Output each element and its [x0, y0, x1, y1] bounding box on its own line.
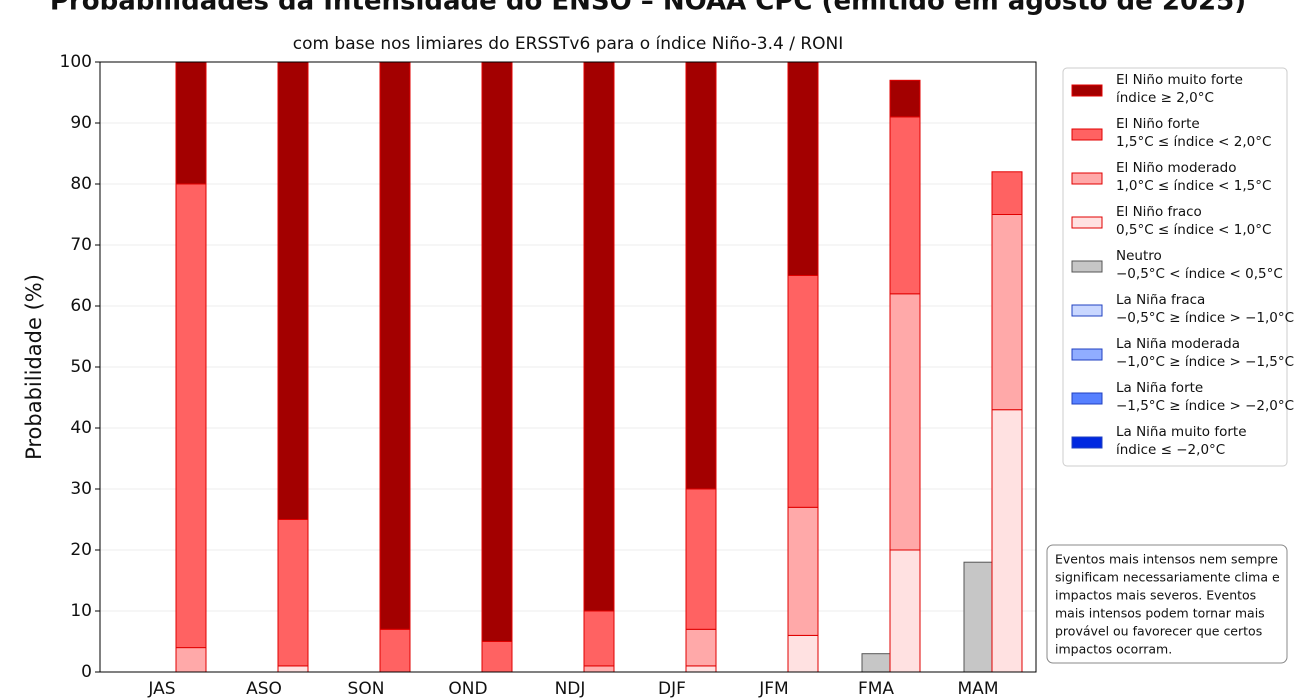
legend-condition: 1,0°C ≤ índice < 1,5°C [1116, 178, 1271, 194]
bar-segment [991, 409, 1023, 673]
y-tick-label: 40 [70, 418, 92, 438]
bar-segment [175, 647, 207, 673]
x-tick-label: DJF [658, 679, 686, 699]
note-box [1046, 544, 1288, 664]
bar-segment [685, 628, 717, 667]
legend-swatch [1071, 216, 1103, 229]
y-tick-label: 90 [70, 113, 92, 133]
bar-segment [685, 61, 717, 490]
note-line: Eventos mais intensos nem sempre [1055, 552, 1278, 567]
bar-segment [685, 488, 717, 630]
legend-label: El Niño forte [1116, 116, 1200, 132]
bar-segment [175, 183, 207, 649]
x-tick-label: NDJ [555, 679, 586, 699]
bar-segment [963, 561, 995, 673]
bar-segment [889, 116, 921, 295]
legend-condition: 1,5°C ≤ índice < 2,0°C [1116, 134, 1271, 150]
legend-swatch [1071, 392, 1103, 405]
legend-label: El Niño fraco [1116, 204, 1202, 220]
note-line: mais intensos podem tornar mais [1055, 606, 1265, 621]
legend-condition: −1,0°C ≥ índice > −1,5°C [1116, 354, 1294, 370]
legend-condition: −0,5°C ≥ índice > −1,0°C [1116, 310, 1294, 326]
x-tick-label: SON [348, 679, 385, 699]
legend-condition: índice ≤ −2,0°C [1116, 442, 1225, 458]
x-tick-label: JAS [147, 679, 175, 699]
legend-condition: 0,5°C ≤ índice < 1,0°C [1116, 222, 1271, 238]
legend-swatch [1071, 128, 1103, 141]
legend-label: La Niña muito forte [1116, 424, 1247, 440]
legend-condition: índice ≥ 2,0°C [1116, 90, 1214, 106]
bar-segment [379, 628, 411, 673]
bar-segment [685, 665, 717, 673]
legend-swatch [1071, 348, 1103, 361]
y-tick-label: 60 [70, 296, 92, 316]
note-line: provável ou favorecer que certos [1055, 624, 1262, 639]
x-tick-label: JFM [758, 679, 788, 699]
bar-segment [481, 61, 513, 642]
y-tick-label: 50 [70, 357, 92, 377]
bar-segment [583, 610, 615, 667]
legend-label: El Niño muito forte [1116, 72, 1243, 88]
y-tick-label: 70 [70, 235, 92, 255]
legend-swatch [1071, 436, 1103, 449]
legend-condition: −0,5°C < índice < 0,5°C [1116, 266, 1283, 282]
bar-segment [481, 641, 513, 673]
y-tick-label: 100 [60, 52, 92, 72]
y-tick-label: 20 [70, 540, 92, 560]
legend-label: La Niña moderada [1116, 336, 1240, 352]
note-line: impactos mais severos. Eventos [1055, 588, 1256, 603]
x-tick-label: ASO [246, 679, 282, 699]
bar-segment [991, 171, 1023, 216]
bar-segment [175, 61, 207, 185]
chart-title: Probabilidades da Intensidade do ENSO – … [50, 0, 1246, 17]
legend-label: La Niña fraca [1116, 292, 1205, 308]
bar-segment [991, 214, 1023, 411]
note-line: impactos ocorram. [1055, 642, 1172, 657]
bar-segment [277, 519, 309, 667]
x-tick-label: FMA [858, 679, 894, 699]
legend-label: Neutro [1116, 248, 1162, 264]
bar-segment [379, 61, 411, 630]
y-tick-label: 0 [81, 662, 92, 682]
y-tick-label: 30 [70, 479, 92, 499]
y-tick-label: 80 [70, 174, 92, 194]
bar-segment [787, 61, 819, 276]
legend-box [1062, 67, 1288, 467]
bar-segment [787, 275, 819, 508]
note-line: significam necessariamente clima e [1055, 570, 1280, 585]
plot-frame [99, 61, 1037, 673]
legend-swatch [1071, 260, 1103, 273]
legend-label: La Niña forte [1116, 380, 1203, 396]
bar-segment [277, 61, 309, 520]
bar-segment [787, 634, 819, 673]
y-axis-label: Probabilidade (%) [22, 274, 46, 460]
x-tick-label: OND [448, 679, 487, 699]
legend-swatch [1071, 304, 1103, 317]
chart-subtitle: com base nos limiares do ERSSTv6 para o … [293, 34, 844, 54]
bar-segment [583, 61, 615, 612]
legend-condition: −1,5°C ≥ índice > −2,0°C [1116, 398, 1294, 414]
bar-segment [861, 653, 893, 673]
legend-swatch [1071, 84, 1103, 97]
legend-swatch [1071, 172, 1103, 185]
x-tick-label: MAM [958, 679, 999, 699]
bar-segment [889, 549, 921, 673]
legend-label: El Niño moderado [1116, 160, 1236, 176]
bar-segment [889, 293, 921, 551]
bar-segment [277, 665, 309, 673]
bar-segment [787, 506, 819, 636]
bar-segment [583, 665, 615, 673]
bar-segment [889, 79, 921, 118]
y-tick-label: 10 [70, 601, 92, 621]
